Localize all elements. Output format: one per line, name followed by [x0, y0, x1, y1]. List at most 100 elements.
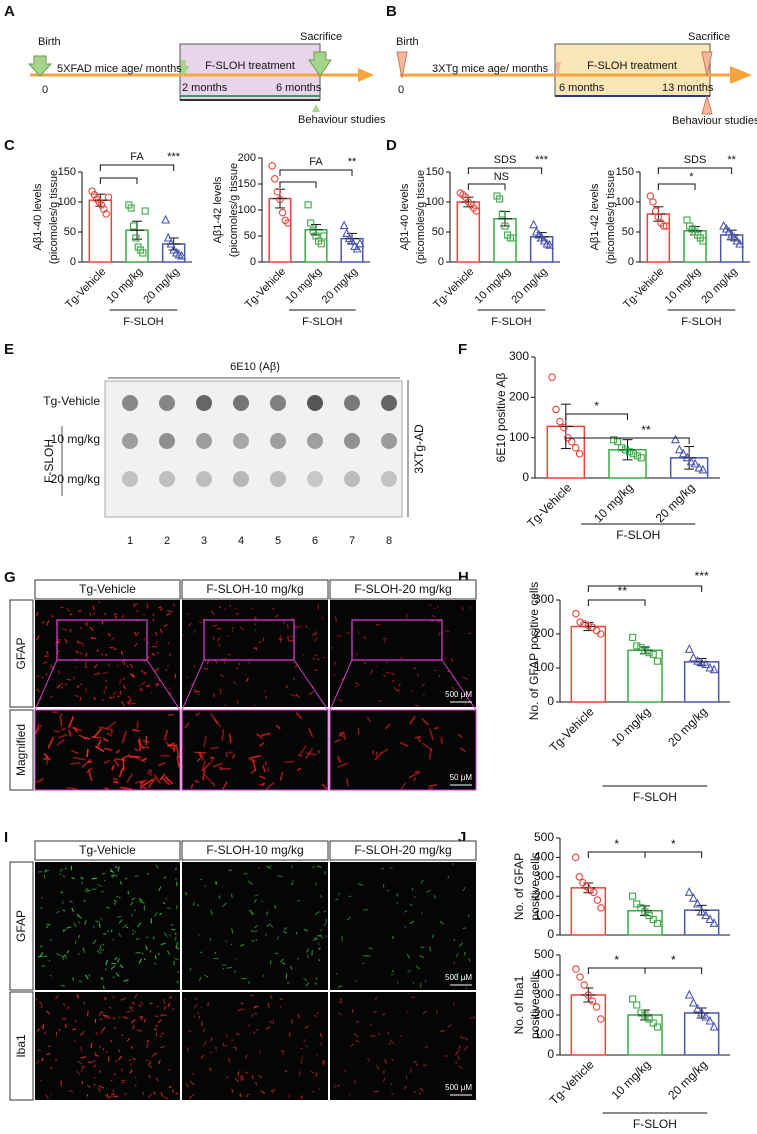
cell [247, 880, 253, 885]
cell [147, 776, 157, 789]
cell [39, 945, 43, 948]
cell [104, 787, 109, 790]
cell [74, 694, 80, 697]
birth-arrow [27, 55, 53, 77]
cell [450, 657, 454, 663]
row-label: Iba1 [14, 1034, 28, 1058]
cell [62, 875, 66, 878]
cell [103, 612, 107, 615]
cell [106, 1095, 110, 1100]
cell [323, 656, 326, 659]
cell [447, 1024, 452, 1028]
cell [204, 885, 207, 888]
significance-bracket [279, 181, 317, 188]
cell [319, 935, 324, 939]
cell [458, 1065, 463, 1070]
cell [319, 1032, 323, 1038]
cell [154, 676, 157, 680]
cell [73, 726, 79, 733]
data-point [127, 204, 135, 212]
cell [239, 626, 245, 631]
cell [141, 952, 144, 955]
zero-label: 0 [398, 84, 404, 96]
cell [72, 977, 75, 981]
cell [118, 932, 122, 938]
cell [313, 637, 319, 642]
cell [197, 693, 201, 696]
cell [98, 1085, 105, 1089]
data-point [307, 219, 315, 227]
data-point [132, 234, 140, 242]
y-axis-label: (picomoles/g tissue [48, 170, 60, 264]
cell [146, 1039, 150, 1043]
cell [159, 607, 164, 611]
cell [72, 756, 86, 761]
magnify-line [181, 659, 205, 711]
cell [396, 981, 399, 984]
cell [108, 696, 113, 699]
cell [284, 760, 295, 764]
cell [115, 616, 118, 619]
micrograph-image [35, 862, 180, 990]
cell [409, 1068, 413, 1074]
cell [58, 1028, 61, 1032]
data-point [645, 649, 653, 657]
data-point [347, 235, 357, 245]
cell [222, 1042, 225, 1047]
cell [251, 1075, 254, 1080]
significance-bracket [467, 167, 543, 174]
cell [71, 907, 74, 912]
significance-bracket [279, 169, 353, 176]
cell [79, 652, 83, 655]
data-point [509, 234, 517, 242]
cell [250, 929, 253, 933]
cell [127, 695, 132, 699]
cell [154, 668, 158, 672]
cell [80, 1056, 87, 1059]
cell [396, 893, 399, 897]
cell [211, 624, 218, 627]
cell [133, 909, 137, 912]
cell [160, 942, 166, 946]
data-point [682, 452, 692, 462]
cell [195, 712, 201, 717]
data-point [641, 647, 649, 655]
blot-spot [122, 395, 138, 411]
y-axis-label: No. of GFAP [512, 853, 526, 920]
group-label: F-SLOH [633, 1117, 677, 1131]
cell [46, 620, 50, 626]
cell [113, 648, 117, 651]
data-point [304, 201, 312, 209]
cell [261, 782, 265, 787]
cell [120, 650, 124, 656]
cell [36, 778, 44, 784]
cell [140, 780, 146, 784]
cell [101, 949, 105, 951]
cell [319, 894, 323, 898]
cell [334, 1083, 336, 1089]
cell [424, 979, 427, 983]
cell [113, 1073, 116, 1076]
micrograph-image [329, 709, 477, 791]
cell [86, 748, 89, 758]
cell [296, 899, 301, 902]
cell [288, 1093, 291, 1098]
cell [250, 769, 256, 775]
panel-label: J [458, 829, 466, 846]
cell [141, 681, 146, 686]
cell [408, 771, 421, 779]
cell [134, 1076, 137, 1079]
cell [316, 934, 322, 937]
cell [433, 607, 436, 610]
data-point [633, 642, 641, 650]
cell [348, 916, 352, 919]
cell [382, 748, 389, 754]
cell [56, 738, 65, 746]
cell [198, 620, 202, 624]
cell [216, 637, 221, 642]
cell [129, 1069, 133, 1074]
cell [55, 994, 59, 1000]
cell [280, 1049, 283, 1053]
cell [163, 932, 168, 938]
cell [43, 955, 48, 958]
